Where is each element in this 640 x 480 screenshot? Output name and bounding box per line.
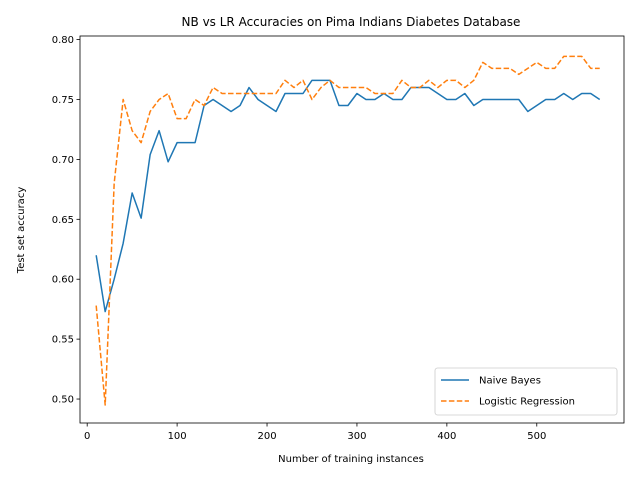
series-line-0: [95, 79, 601, 313]
y-tick-label: 0.55: [52, 335, 74, 346]
y-tick-label: 0.65: [52, 215, 74, 226]
x-axis-label: Number of training instances: [278, 454, 424, 465]
y-tick-label: 0.50: [52, 395, 74, 406]
legend-label-1: Logistic Regression: [479, 397, 575, 408]
legend-label-0: Naive Bayes: [479, 376, 541, 387]
chart-title: NB vs LR Accuracies on Pima Indians Diab…: [182, 15, 521, 29]
x-tick-label: 500: [527, 431, 546, 442]
y-tick-label: 0.75: [52, 95, 74, 106]
y-tick-label: 0.60: [52, 275, 74, 286]
series-line-1: [95, 55, 600, 406]
plot-area: [79, 35, 625, 424]
y-tick-label: 0.80: [52, 35, 74, 46]
plot-frame: [79, 35, 625, 424]
x-tick-label: 300: [347, 431, 366, 442]
legend-box: [434, 367, 618, 416]
x-tick-label: 0: [84, 431, 90, 442]
x-axis-ticks: 0 100 200 300 400 500: [84, 423, 546, 442]
legend: Naive Bayes Logistic Regression: [434, 367, 618, 416]
y-tick-label: 0.70: [52, 155, 74, 166]
x-tick-label: 200: [257, 431, 276, 442]
plot-background: [80, 36, 624, 423]
x-tick-label: 400: [437, 431, 456, 442]
y-axis-ticks: 0.50 0.55 0.60 0.65 0.70 0.75 0.80: [52, 35, 80, 406]
y-axis-label: Test set accuracy: [16, 187, 27, 275]
x-tick-label: 100: [168, 431, 187, 442]
